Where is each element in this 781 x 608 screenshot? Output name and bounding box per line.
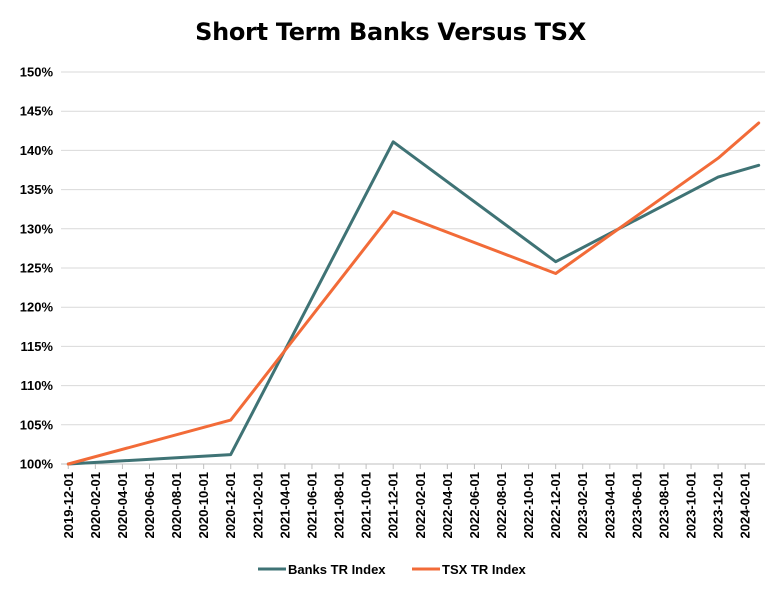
x-tick-label: 2023-06-01 (629, 472, 644, 539)
y-tick-label: 110% (20, 378, 53, 393)
x-tick-label: 2022-06-01 (467, 472, 482, 539)
x-tick-label: 2022-10-01 (521, 472, 536, 539)
x-tick-label: 2022-04-01 (440, 472, 455, 539)
y-tick-label: 125% (20, 261, 54, 276)
x-tick-label: 2020-12-01 (223, 472, 238, 539)
y-tick-label: 150% (20, 65, 54, 80)
x-tick-label: 2024-02-01 (738, 472, 753, 539)
x-tick-label: 2019-12-01 (61, 472, 76, 539)
series-lines (66, 121, 761, 466)
series-line-0 (66, 140, 761, 466)
legend-label: TSX TR Index (442, 562, 527, 577)
axes (61, 463, 765, 469)
y-tick-label: 145% (20, 104, 54, 119)
x-tick-label: 2021-12-01 (386, 472, 401, 539)
y-tick-label: 135% (20, 182, 54, 197)
x-tick-label: 2021-08-01 (332, 472, 347, 539)
gridlines (61, 71, 765, 426)
y-tick-label: 130% (20, 221, 54, 236)
x-tick-label: 2023-02-01 (575, 472, 590, 539)
x-tick-label: 2023-04-01 (602, 472, 617, 539)
legend: Banks TR Index TSX TR Index (258, 562, 527, 577)
x-tick-label: 2020-04-01 (115, 472, 130, 539)
x-tick-label: 2022-08-01 (494, 472, 509, 539)
x-tick-label: 2022-12-01 (548, 472, 563, 539)
y-tick-label: 115% (20, 339, 53, 354)
x-tick-label: 2020-06-01 (142, 472, 157, 539)
y-tick-label: 100% (20, 457, 54, 472)
x-tick-label: 2023-08-01 (656, 472, 671, 539)
x-tick-label: 2021-10-01 (359, 472, 374, 539)
x-tick-label: 2022-02-01 (413, 472, 428, 539)
x-tick-label: 2021-04-01 (277, 472, 292, 539)
x-tick-label: 2023-12-01 (711, 472, 726, 539)
chart-title: Short Term Banks Versus TSX (195, 18, 586, 46)
x-tick-label: 2020-08-01 (169, 472, 184, 539)
x-tick-label: 2020-02-01 (88, 472, 103, 539)
x-tick-label: 2021-06-01 (304, 472, 319, 539)
y-tick-label: 120% (20, 300, 54, 315)
x-tick-label: 2023-10-01 (684, 472, 699, 539)
x-tick-labels: 2019-12-01 2020-02-01 2020-04-01 2020-06-01… (61, 472, 753, 539)
y-tick-label: 140% (20, 143, 54, 158)
series-line-1 (66, 121, 761, 466)
x-tick-label: 2021-02-01 (250, 472, 265, 539)
x-tick-label: 2020-10-01 (196, 472, 211, 539)
y-tick-labels: 100% 105% 110% 115% 120% 125% 130% 135% 140% 145%… (20, 65, 54, 472)
legend-label: Banks TR Index (288, 562, 386, 577)
y-tick-label: 105% (20, 417, 54, 432)
